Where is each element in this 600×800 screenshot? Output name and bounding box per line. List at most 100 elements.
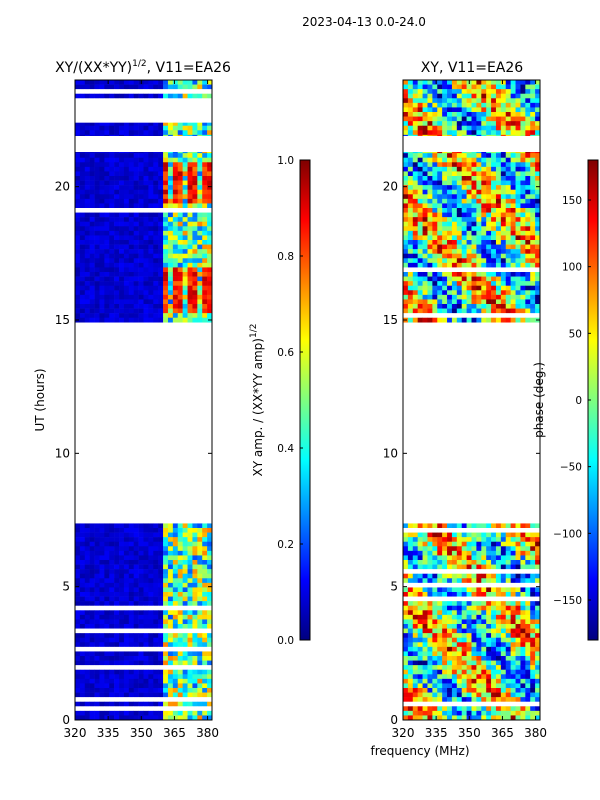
heatmap-row bbox=[75, 171, 213, 177]
heatmap-row bbox=[75, 564, 213, 570]
heatmap-row bbox=[75, 619, 213, 625]
heatmap-row bbox=[75, 121, 213, 127]
heatmap-row bbox=[75, 560, 213, 565]
colorbar-tick-label: 0.2 bbox=[277, 539, 294, 551]
phase-y-axis: 0 5 10 15 20 bbox=[383, 180, 540, 727]
heatmap-row bbox=[75, 614, 213, 620]
x-tick-label: 350 bbox=[458, 726, 481, 740]
heatmap-row bbox=[403, 683, 541, 689]
heatmap-row bbox=[75, 569, 213, 575]
heatmap-row bbox=[403, 102, 541, 108]
y-tick-label: 0 bbox=[62, 713, 70, 727]
heatmap-row bbox=[75, 688, 213, 693]
heatmap-row bbox=[403, 633, 541, 639]
heatmap-row bbox=[75, 262, 213, 268]
heatmap-row bbox=[403, 665, 541, 671]
y-tick-label: 10 bbox=[383, 446, 398, 460]
phase-title: XY, V11=EA26 bbox=[421, 60, 523, 76]
heatmap-row bbox=[75, 518, 213, 524]
heatmap-row bbox=[403, 555, 541, 561]
heatmap-row bbox=[403, 208, 541, 213]
amplitude-colorbar-label: XY amp. / (XX*YY amp)1/2 bbox=[249, 324, 265, 477]
heatmap-row bbox=[403, 107, 541, 113]
colorbar-tick-label: 0.4 bbox=[277, 443, 294, 455]
heatmap-row bbox=[403, 578, 541, 584]
heatmap-row bbox=[403, 230, 541, 236]
heatmap-row bbox=[403, 550, 541, 556]
y-tick-label: 15 bbox=[55, 313, 70, 327]
heatmap-row bbox=[75, 646, 213, 652]
x-tick-label: 380 bbox=[524, 726, 547, 740]
heatmap-row bbox=[403, 121, 541, 127]
colorbar-tick-label: 0.6 bbox=[277, 347, 294, 359]
heatmap-row bbox=[75, 546, 213, 552]
heatmap-row bbox=[403, 166, 541, 172]
heatmap-row bbox=[75, 230, 213, 236]
heatmap-row bbox=[75, 317, 213, 323]
colorbar-tick-label: 50 bbox=[569, 328, 582, 340]
y-tick-label: 5 bbox=[390, 580, 398, 594]
amplitude-colorbar: 0.0 0.2 0.4 0.6 0.8 1.0 XY amp. / (XX*YY amp)… bbox=[249, 155, 311, 647]
heatmap-row bbox=[403, 171, 541, 177]
heatmap-row bbox=[403, 98, 541, 104]
heatmap-row bbox=[75, 628, 213, 634]
heatmap-row bbox=[403, 592, 541, 597]
x-tick-label: 380 bbox=[196, 726, 219, 740]
heatmap-row bbox=[403, 660, 541, 666]
phase-colorbar-ticks: −150 −100 −50 0 50 100 150 bbox=[553, 195, 591, 607]
data-gap bbox=[75, 101, 212, 123]
heatmap-row bbox=[403, 537, 541, 543]
phase-x-axis: 320 335 350 365 380 bbox=[392, 80, 547, 740]
heatmap-row bbox=[403, 212, 541, 218]
heatmap-row bbox=[403, 235, 541, 241]
amplitude-axes-frame bbox=[74, 79, 213, 721]
amplitude-y-axis-label: UT (hours) bbox=[33, 368, 47, 431]
heatmap-row bbox=[403, 656, 541, 661]
colorbar-tick-label: 0.0 bbox=[277, 635, 294, 647]
heatmap-row bbox=[75, 153, 213, 159]
heatmap-row bbox=[75, 93, 213, 99]
heatmap-row bbox=[75, 537, 213, 543]
heatmap-row bbox=[403, 596, 541, 602]
heatmap-row bbox=[403, 294, 541, 300]
heatmap-row bbox=[75, 80, 213, 85]
heatmap-row bbox=[403, 628, 541, 634]
heatmap-row bbox=[75, 656, 213, 661]
heatmap-row bbox=[75, 605, 213, 611]
figure-suptitle: 2023-04-13 0.0-24.0 bbox=[302, 15, 426, 29]
heatmap-row bbox=[75, 532, 213, 538]
heatmap-row bbox=[403, 701, 541, 707]
heatmap-row bbox=[75, 304, 213, 309]
heatmap-row bbox=[75, 683, 213, 689]
heatmap-row bbox=[75, 624, 213, 629]
heatmap-row bbox=[75, 523, 213, 529]
heatmap-row bbox=[75, 550, 213, 556]
x-tick-label: 335 bbox=[97, 726, 120, 740]
heatmap-row bbox=[75, 294, 213, 300]
heatmap-row bbox=[75, 674, 213, 680]
heatmap-row bbox=[75, 587, 213, 593]
heatmap-row bbox=[75, 660, 213, 666]
heatmap-row bbox=[403, 601, 541, 607]
amplitude-heatmap bbox=[75, 80, 213, 721]
heatmap-row bbox=[75, 212, 213, 218]
heatmap-row bbox=[75, 281, 213, 287]
heatmap-row bbox=[75, 651, 213, 657]
phase-axes-frame bbox=[402, 79, 541, 721]
heatmap-row bbox=[403, 130, 541, 136]
phase-panel: XY, V11=EA26 320 335 350 365 380 0 5 10 15 20 fr… bbox=[370, 60, 547, 758]
heatmap-row bbox=[75, 125, 213, 131]
heatmap-row bbox=[403, 523, 541, 529]
heatmap-row bbox=[75, 528, 213, 533]
phase-colorbar: −150 −100 −50 0 50 100 150 phase (deg.) bbox=[532, 159, 599, 641]
heatmap-row bbox=[403, 112, 541, 117]
y-tick-label: 20 bbox=[383, 180, 398, 194]
heatmap-row bbox=[403, 308, 541, 314]
heatmap-row bbox=[403, 532, 541, 538]
heatmap-row bbox=[403, 299, 541, 305]
heatmap-row bbox=[403, 285, 541, 291]
heatmap-row bbox=[75, 308, 213, 314]
amplitude-colorbar-ticks: 0.0 0.2 0.4 0.6 0.8 1.0 bbox=[277, 155, 303, 647]
heatmap-row bbox=[75, 244, 213, 250]
